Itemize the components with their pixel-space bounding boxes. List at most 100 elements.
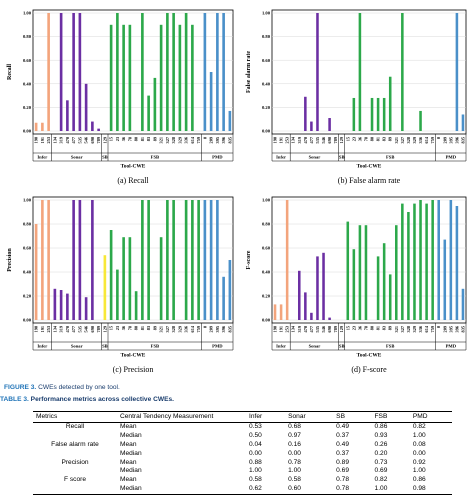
bar [419,200,422,320]
x-tick-label: 253 [285,137,290,143]
bar [382,97,386,131]
x-tick-label: 129 [339,137,344,143]
table-cell-value: 0.37 [336,449,350,457]
bar [184,13,188,131]
x-tick-label: 789 [96,326,101,332]
bar [228,260,232,320]
bar [166,13,169,131]
x-tick-label: 83 [146,137,151,141]
y-axis-label: Recall [7,64,13,80]
bar [461,114,465,131]
x-tick-label: 546 [84,136,89,143]
y-tick-label: 0.40 [23,81,32,86]
bar [376,97,380,131]
x-tick-label: 129 [102,326,107,332]
x-tick-label: 190 [34,326,39,332]
table-cell-value: 0.69 [374,467,388,475]
table-cell-measure: Mean [120,440,137,448]
bar [407,212,410,320]
table-cell-measure: Mean [120,476,137,484]
bar [382,243,386,320]
x-tick-label: 319 [297,326,302,332]
group-label: PMD [212,344,223,349]
x-tick-label: 328 [171,137,176,143]
bar [316,256,319,320]
x-tick-label: 134 [291,136,296,143]
x-tick-label: 80 [134,137,139,141]
bar [34,224,38,320]
table-cell-value: 0.08 [412,440,426,448]
table-cell-value: 0.37 [336,431,350,439]
table-row: Recall Mean 0.53 0.68 0.49 0.86 0.82 [33,423,452,432]
panel-caption: (a) Recall [117,176,149,185]
bar [184,200,188,320]
table-cell-value: 0.78 [336,476,350,484]
x-tick-label: 83 [382,137,387,141]
x-tick-label: 15 [109,326,114,330]
header-metrics: Metrics [33,411,117,423]
x-tick-label: 253 [46,137,51,143]
x-axis-label: Tool-CWE [121,164,146,170]
y-tick-label: 0.00 [23,318,32,323]
group-label: Infer [37,155,47,160]
x-tick-label: 319 [297,137,302,143]
y-tick-label: 1.00 [262,198,271,203]
bar [304,96,307,131]
bar [443,239,447,320]
table-header-row: Metrics Central Tendency Measurement Inf… [33,411,452,423]
x-tick-label: 321 [159,326,164,332]
group-label: SB [339,344,345,349]
x-tick-label: 81 [140,326,145,330]
bar [216,200,219,320]
x-tick-label: 336 [184,136,189,143]
x-tick-label: 470 [303,326,308,332]
x-tick-label: 134 [52,136,57,143]
x-tick-label: 78 [363,137,368,141]
x-tick-label: 209 [209,137,214,143]
bar [78,200,82,320]
x-tick-label: 23 [351,326,356,330]
table-cell-value: 1.00 [412,467,426,475]
table-cell-value: 0.86 [374,423,388,430]
y-axis-label: False alarm rate [246,51,252,93]
x-tick-label: 191 [40,137,45,143]
bar [72,13,75,131]
bar [116,13,119,131]
table-cell-value: 0.50 [249,431,262,439]
table-cell-value: 0.68 [288,423,301,430]
bar [47,200,50,320]
x-tick-label: 191 [279,326,284,332]
header-sonar: Sonar [285,411,334,423]
table-cell-value: 0.60 [285,485,334,496]
y-tick-label: 1.00 [262,11,271,16]
x-tick-label: 89 [152,137,157,141]
chart-panel-b: 0.00 0.20 0.40 0.60 0.80 1.00 False alarm rate… [246,9,467,185]
table-cell-metric: Precision [61,458,89,466]
bar [376,256,380,320]
table-cell-metric [33,485,117,496]
table-cell-value: 0.20 [374,449,388,457]
table-cell-value: 0.00 [412,449,426,457]
x-tick-label: 134 [52,325,57,332]
y-tick-label: 0.40 [262,81,271,86]
x-tick-label: 80 [370,137,375,141]
plot-frame [32,9,234,135]
bar [413,203,416,320]
x-tick-label: 36 [121,325,126,330]
bar [103,255,107,320]
plot-frame [32,196,234,324]
table-cell-value: 0.49 [336,423,350,430]
group-label: SB [102,344,108,349]
table-cell-value: 0.86 [412,476,426,484]
y-tick-label: 0.00 [262,129,271,134]
x-tick-label: 0 [202,137,207,139]
bar [285,200,289,320]
x-tick-label: 78 [363,326,368,330]
x-tick-label: 15 [345,326,350,330]
table-cell-value: 1.00 [288,467,301,475]
table-cell-value: 0.00 [288,449,301,457]
bar [455,13,459,131]
y-tick-label: 0.40 [262,270,271,275]
x-tick-label: 327 [165,325,170,332]
